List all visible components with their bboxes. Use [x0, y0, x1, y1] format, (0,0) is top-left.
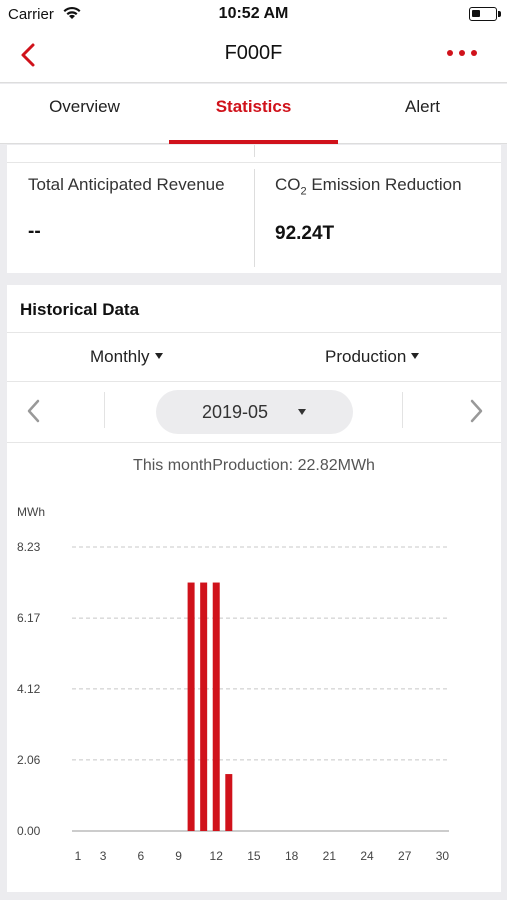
x-tick-label: 15: [247, 849, 261, 863]
back-chevron-icon[interactable]: [14, 40, 42, 70]
x-tick-label: 21: [323, 849, 337, 863]
y-tick-label: 0.00: [17, 824, 41, 838]
co2-value: 92.24T: [275, 223, 335, 245]
revenue-metric: Total Anticipated Revenue --: [28, 175, 268, 243]
date-pager: 2019-05: [7, 382, 501, 442]
page-title: F000F: [224, 42, 283, 64]
y-tick-label: 6.17: [17, 611, 41, 625]
x-tick-label: 18: [285, 849, 299, 863]
metric-dropdown-label: Production: [325, 347, 407, 366]
bar: [187, 582, 195, 831]
x-tick-label: 9: [175, 849, 182, 863]
period-dropdown-label: Monthly: [90, 347, 150, 366]
metric-dropdown[interactable]: Production: [325, 347, 420, 367]
x-tick-label: 1: [75, 849, 82, 863]
tab-overview[interactable]: Overview: [49, 97, 120, 116]
date-picker[interactable]: 2019-05: [156, 390, 353, 434]
y-axis-label: MWh: [17, 505, 45, 519]
tab-bar: Overview Statistics Alert: [0, 84, 507, 144]
caret-down-icon: [298, 409, 306, 415]
period-dropdown[interactable]: Monthly: [90, 347, 163, 367]
y-tick-label: 8.23: [17, 540, 41, 554]
revenue-value: --: [28, 221, 41, 242]
tab-alert[interactable]: Alert: [405, 97, 440, 116]
month-summary: This monthProduction: 22.82MWh: [133, 457, 375, 474]
x-tick-label: 27: [398, 849, 412, 863]
x-tick-label: 3: [100, 849, 107, 863]
section-title: Historical Data: [20, 300, 140, 319]
co2-metric: CO2 Emission Reduction 92.24T: [275, 175, 507, 245]
clock: 10:52 AM: [218, 5, 289, 22]
y-tick-label: 2.06: [17, 753, 41, 767]
bar: [212, 582, 220, 831]
caret-down-icon: [154, 352, 163, 359]
battery-icon: [469, 7, 501, 21]
revenue-label: Total Anticipated Revenue: [28, 175, 225, 194]
date-value: 2019-05: [202, 402, 269, 422]
x-tick-label: 30: [436, 849, 450, 863]
navigation-bar: F000F: [0, 28, 507, 83]
tab-statistics[interactable]: Statistics: [169, 84, 338, 144]
x-tick-label: 6: [137, 849, 144, 863]
status-bar: Carrier 10:52 AM: [0, 0, 507, 28]
wifi-icon: [63, 6, 81, 19]
next-chevron-icon[interactable]: [465, 397, 487, 425]
x-tick-label: 12: [210, 849, 224, 863]
production-bar-chart: MWh 0.00 2.06 4.12 6.17 8.23 1 3 6 9 12 15 18 21 24 27 3…: [17, 505, 450, 863]
y-tick-label: 4.12: [17, 682, 41, 696]
historical-data-card: Historical Data Monthly Production 2019-…: [7, 285, 501, 892]
bar: [225, 774, 233, 831]
more-options-icon[interactable]: [447, 50, 477, 56]
bar: [200, 582, 208, 831]
caret-down-icon: [411, 352, 420, 359]
previous-chevron-icon[interactable]: [23, 397, 45, 425]
co2-label: CO2 Emission Reduction: [275, 175, 462, 198]
x-tick-label: 24: [360, 849, 374, 863]
metrics-card: Total Anticipated Revenue -- CO2 Emissio…: [7, 145, 501, 273]
carrier-label: Carrier: [8, 6, 54, 23]
